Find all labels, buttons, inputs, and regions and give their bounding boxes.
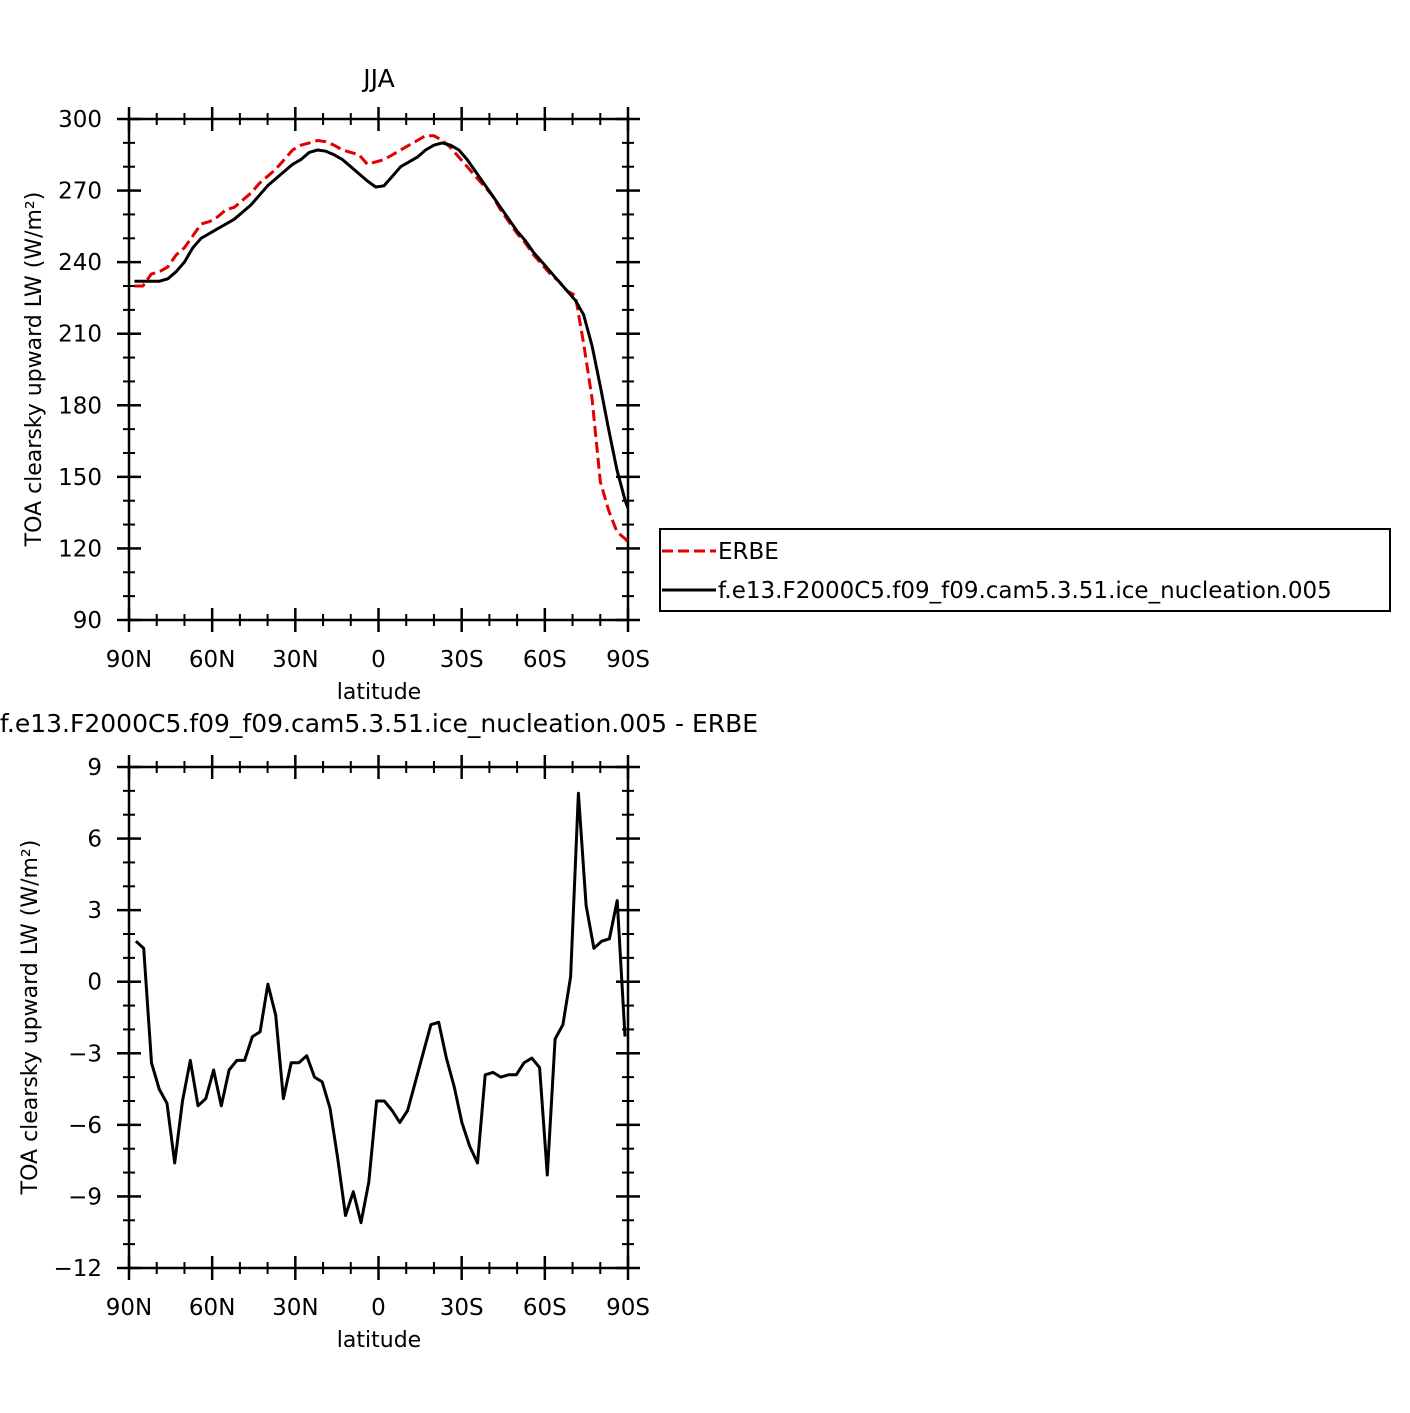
- bottom-y-tick-label: 9: [87, 755, 102, 781]
- bottom-panel: f.e13.F2000C5.f09_f09.cam5.3.51.ice_nucl…: [0, 709, 758, 1353]
- top-y-axis-label: TOA clearsky upward LW (W/m²): [22, 192, 47, 548]
- bottom-y-tick-label: 3: [87, 898, 102, 924]
- bottom-y-tick-label: −3: [68, 1041, 102, 1067]
- top-y-tick-label: 270: [58, 179, 102, 205]
- top-y-tick-label: 180: [58, 393, 102, 419]
- top-x-tick-label: 30N: [272, 647, 318, 673]
- top-x-tick-label: 30S: [440, 647, 484, 673]
- top-y-tick-label: 150: [58, 465, 102, 491]
- bottom-x-axis-label: latitude: [337, 1328, 421, 1353]
- bottom-x-tick-label: 60N: [189, 1295, 235, 1321]
- top-plot-frame: [127, 117, 630, 622]
- bottom-series-line-0: [134, 791, 627, 1225]
- bottom-y-tick-label: 0: [87, 970, 102, 996]
- top-series: [134, 134, 628, 545]
- top-x-tick-label: 0: [371, 647, 386, 673]
- bottom-chart-title: f.e13.F2000C5.f09_f09.cam5.3.51.ice_nucl…: [0, 709, 758, 738]
- top-y-tick-label: 210: [58, 322, 102, 348]
- bottom-y-axis-label: TOA clearsky upward LW (W/m²): [18, 840, 43, 1196]
- bottom-x-tick-label: 0: [371, 1295, 386, 1321]
- top-y-tick-label: 300: [58, 107, 102, 133]
- bottom-x-tick-label: 90N: [106, 1295, 152, 1321]
- top-series-line-0: [134, 134, 628, 545]
- bottom-ticks: 90N 60N 30N 0 30S 60S 90S −12 −9 −6 −3 0 3 6 9: [53, 755, 650, 1321]
- bottom-y-tick-label: −9: [68, 1184, 102, 1210]
- top-chart-title: JJA: [361, 64, 394, 93]
- top-panel: JJA 90N 60N 30N 0 30S 60S 90S 90 120 150 180 210 240…: [22, 64, 650, 705]
- legend-box: [659, 528, 1391, 612]
- legend-label-model: f.e13.F2000C5.f09_f09.cam5.3.51.ice_nucl…: [718, 578, 1332, 604]
- top-y-tick-label: 240: [58, 250, 102, 276]
- top-y-tick-label: 90: [73, 608, 102, 634]
- bottom-x-tick-label: 60S: [523, 1295, 567, 1321]
- bottom-y-tick-label: 6: [87, 827, 102, 853]
- top-x-axis-label: latitude: [337, 680, 421, 705]
- legend: ERBE f.e13.F2000C5.f09_f09.cam5.3.51.ice…: [659, 528, 1391, 612]
- bottom-plot-frame: [127, 765, 630, 1270]
- top-ticks: 90N 60N 30N 0 30S 60S 90S 90 120 150 180 210 240 270 3…: [58, 107, 650, 673]
- top-x-tick-label: 90N: [106, 647, 152, 673]
- top-x-tick-label: 90S: [606, 647, 650, 673]
- bottom-series: [134, 791, 627, 1225]
- bottom-x-tick-label: 30N: [272, 1295, 318, 1321]
- top-x-tick-label: 60N: [189, 647, 235, 673]
- bottom-y-tick-label: −6: [68, 1113, 102, 1139]
- bottom-y-tick-label: −12: [53, 1256, 102, 1282]
- bottom-x-tick-label: 30S: [440, 1295, 484, 1321]
- bottom-x-tick-label: 90S: [606, 1295, 650, 1321]
- top-x-tick-label: 60S: [523, 647, 567, 673]
- legend-label-erbe: ERBE: [718, 539, 779, 565]
- top-y-tick-label: 120: [58, 536, 102, 562]
- top-series-line-1: [134, 141, 628, 513]
